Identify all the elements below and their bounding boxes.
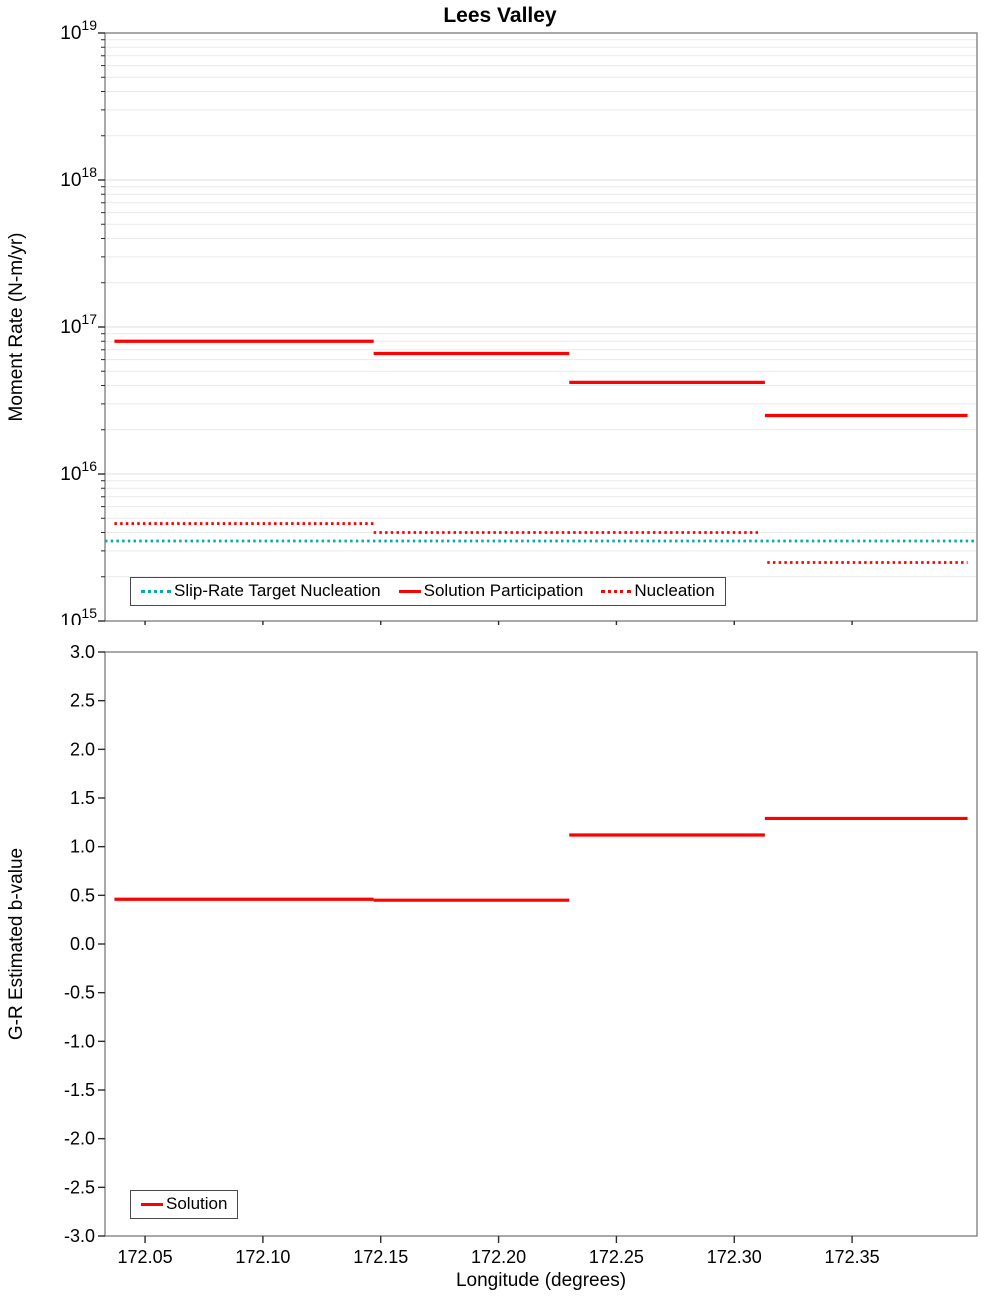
y-tick-label: 1017 [60,311,97,338]
x-tick-label: 172.05 [118,1247,173,1267]
y-tick-label: -2.5 [64,1177,95,1197]
legend-item-solution: Solution [141,1194,227,1214]
y-tick-label: 1.0 [70,837,95,857]
y-tick-label: 1.5 [70,788,95,808]
y-tick-label: 1019 [60,17,97,44]
red-solid-line-sample [398,589,421,593]
legend-label: Nucleation [634,581,715,600]
x-tick-label: 172.10 [235,1247,290,1267]
moment-rate-chart: Lees Valley Moment Rate (N-m/yr) 1015 101… [0,0,1000,625]
y-tick-label: 0.5 [70,885,95,905]
x-tick-label: 172.15 [353,1247,408,1267]
y-tick-label: 2.0 [70,739,95,759]
teal-dotted-line-sample [141,589,171,593]
y-tick-label: -3.0 [64,1226,95,1246]
legend-label: Solution Participation [423,581,584,600]
chart-title: Lees Valley [443,4,557,27]
y-tick-label: -2.0 [64,1129,95,1149]
legend-b-value: Solution [130,1190,239,1219]
legend-item-solution-participation: Solution Participation [398,581,584,601]
y-tick-label: -0.5 [64,983,95,1003]
plot-background [105,652,977,1236]
x-tick-label: 172.20 [471,1247,526,1267]
legend-label: Solution [166,1194,228,1213]
b-value-chart: G-R Estimated b-value 172.05 172.10 172.15… [0,625,1000,1300]
moment-rate-plot: 1015 1016 1017 1018 1019 [60,17,978,625]
y-tick-label: 1015 [60,605,97,625]
y-tick-label: -1.5 [64,1080,95,1100]
x-tick-label: 172.35 [825,1247,880,1267]
x-tick-label: 172.30 [707,1247,762,1267]
y-tick-label: 1018 [60,164,97,191]
y-tick-label: 3.0 [70,642,95,662]
b-value-plot: 172.05 172.10 172.15 172.20 172.25 172.30 172.… [64,642,978,1267]
red-solid-line-sample [141,1202,163,1206]
y-tick-label: 2.5 [70,691,95,711]
y-tick-label: 0.0 [70,934,95,954]
y-tick-label: -1.0 [64,1031,95,1051]
legend-item-slip-rate-target-nucleation: Slip-Rate Target Nucleation [141,581,381,601]
x-axis-label-longitude: Longitude (degrees) [455,1270,627,1291]
red-dotted-line-sample [601,589,632,593]
legend-label: Slip-Rate Target Nucleation [174,581,381,600]
y-tick-label: 1016 [60,458,97,485]
x-tick-label: 172.25 [589,1247,644,1267]
legend-moment-rate: Slip-Rate Target Nucleation Solution Par… [130,577,726,606]
legend-item-nucleation: Nucleation [601,581,715,601]
